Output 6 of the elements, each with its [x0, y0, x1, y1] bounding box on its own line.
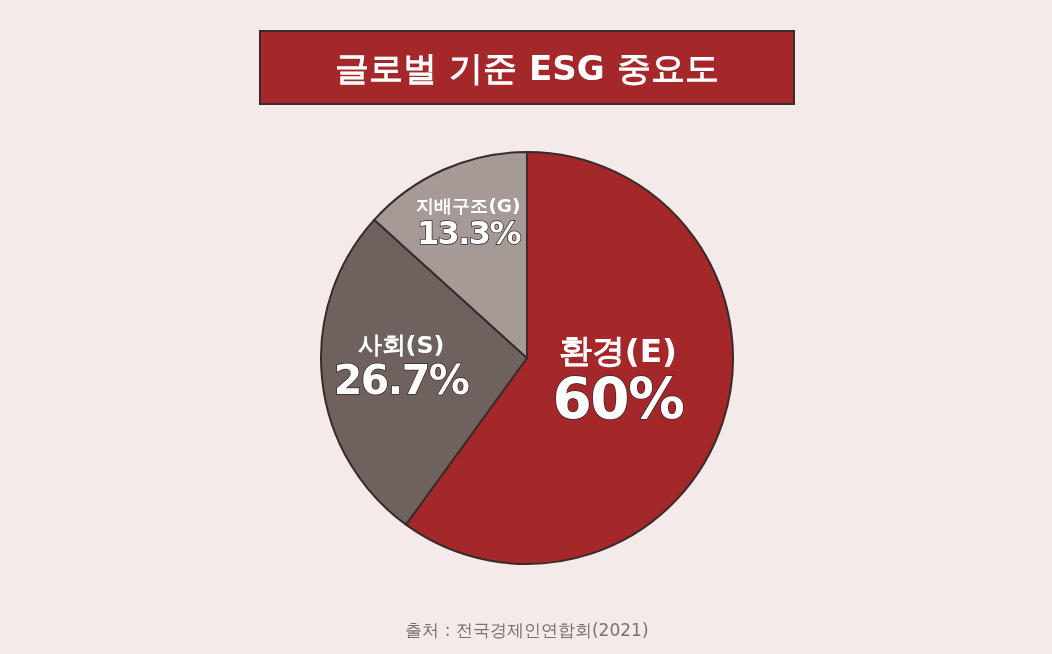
title: 글로벌 기준 ESG 중요도: [259, 30, 795, 105]
slice-label: 환경(E): [558, 332, 678, 371]
chart-title: 글로벌 기준 ESG 중요도: [335, 48, 719, 88]
source-note: 출처 : 전국경제인연합회(2021): [405, 620, 649, 640]
slice-label: 지배구조(G): [416, 194, 521, 216]
slice-label: 사회(S): [357, 330, 445, 359]
